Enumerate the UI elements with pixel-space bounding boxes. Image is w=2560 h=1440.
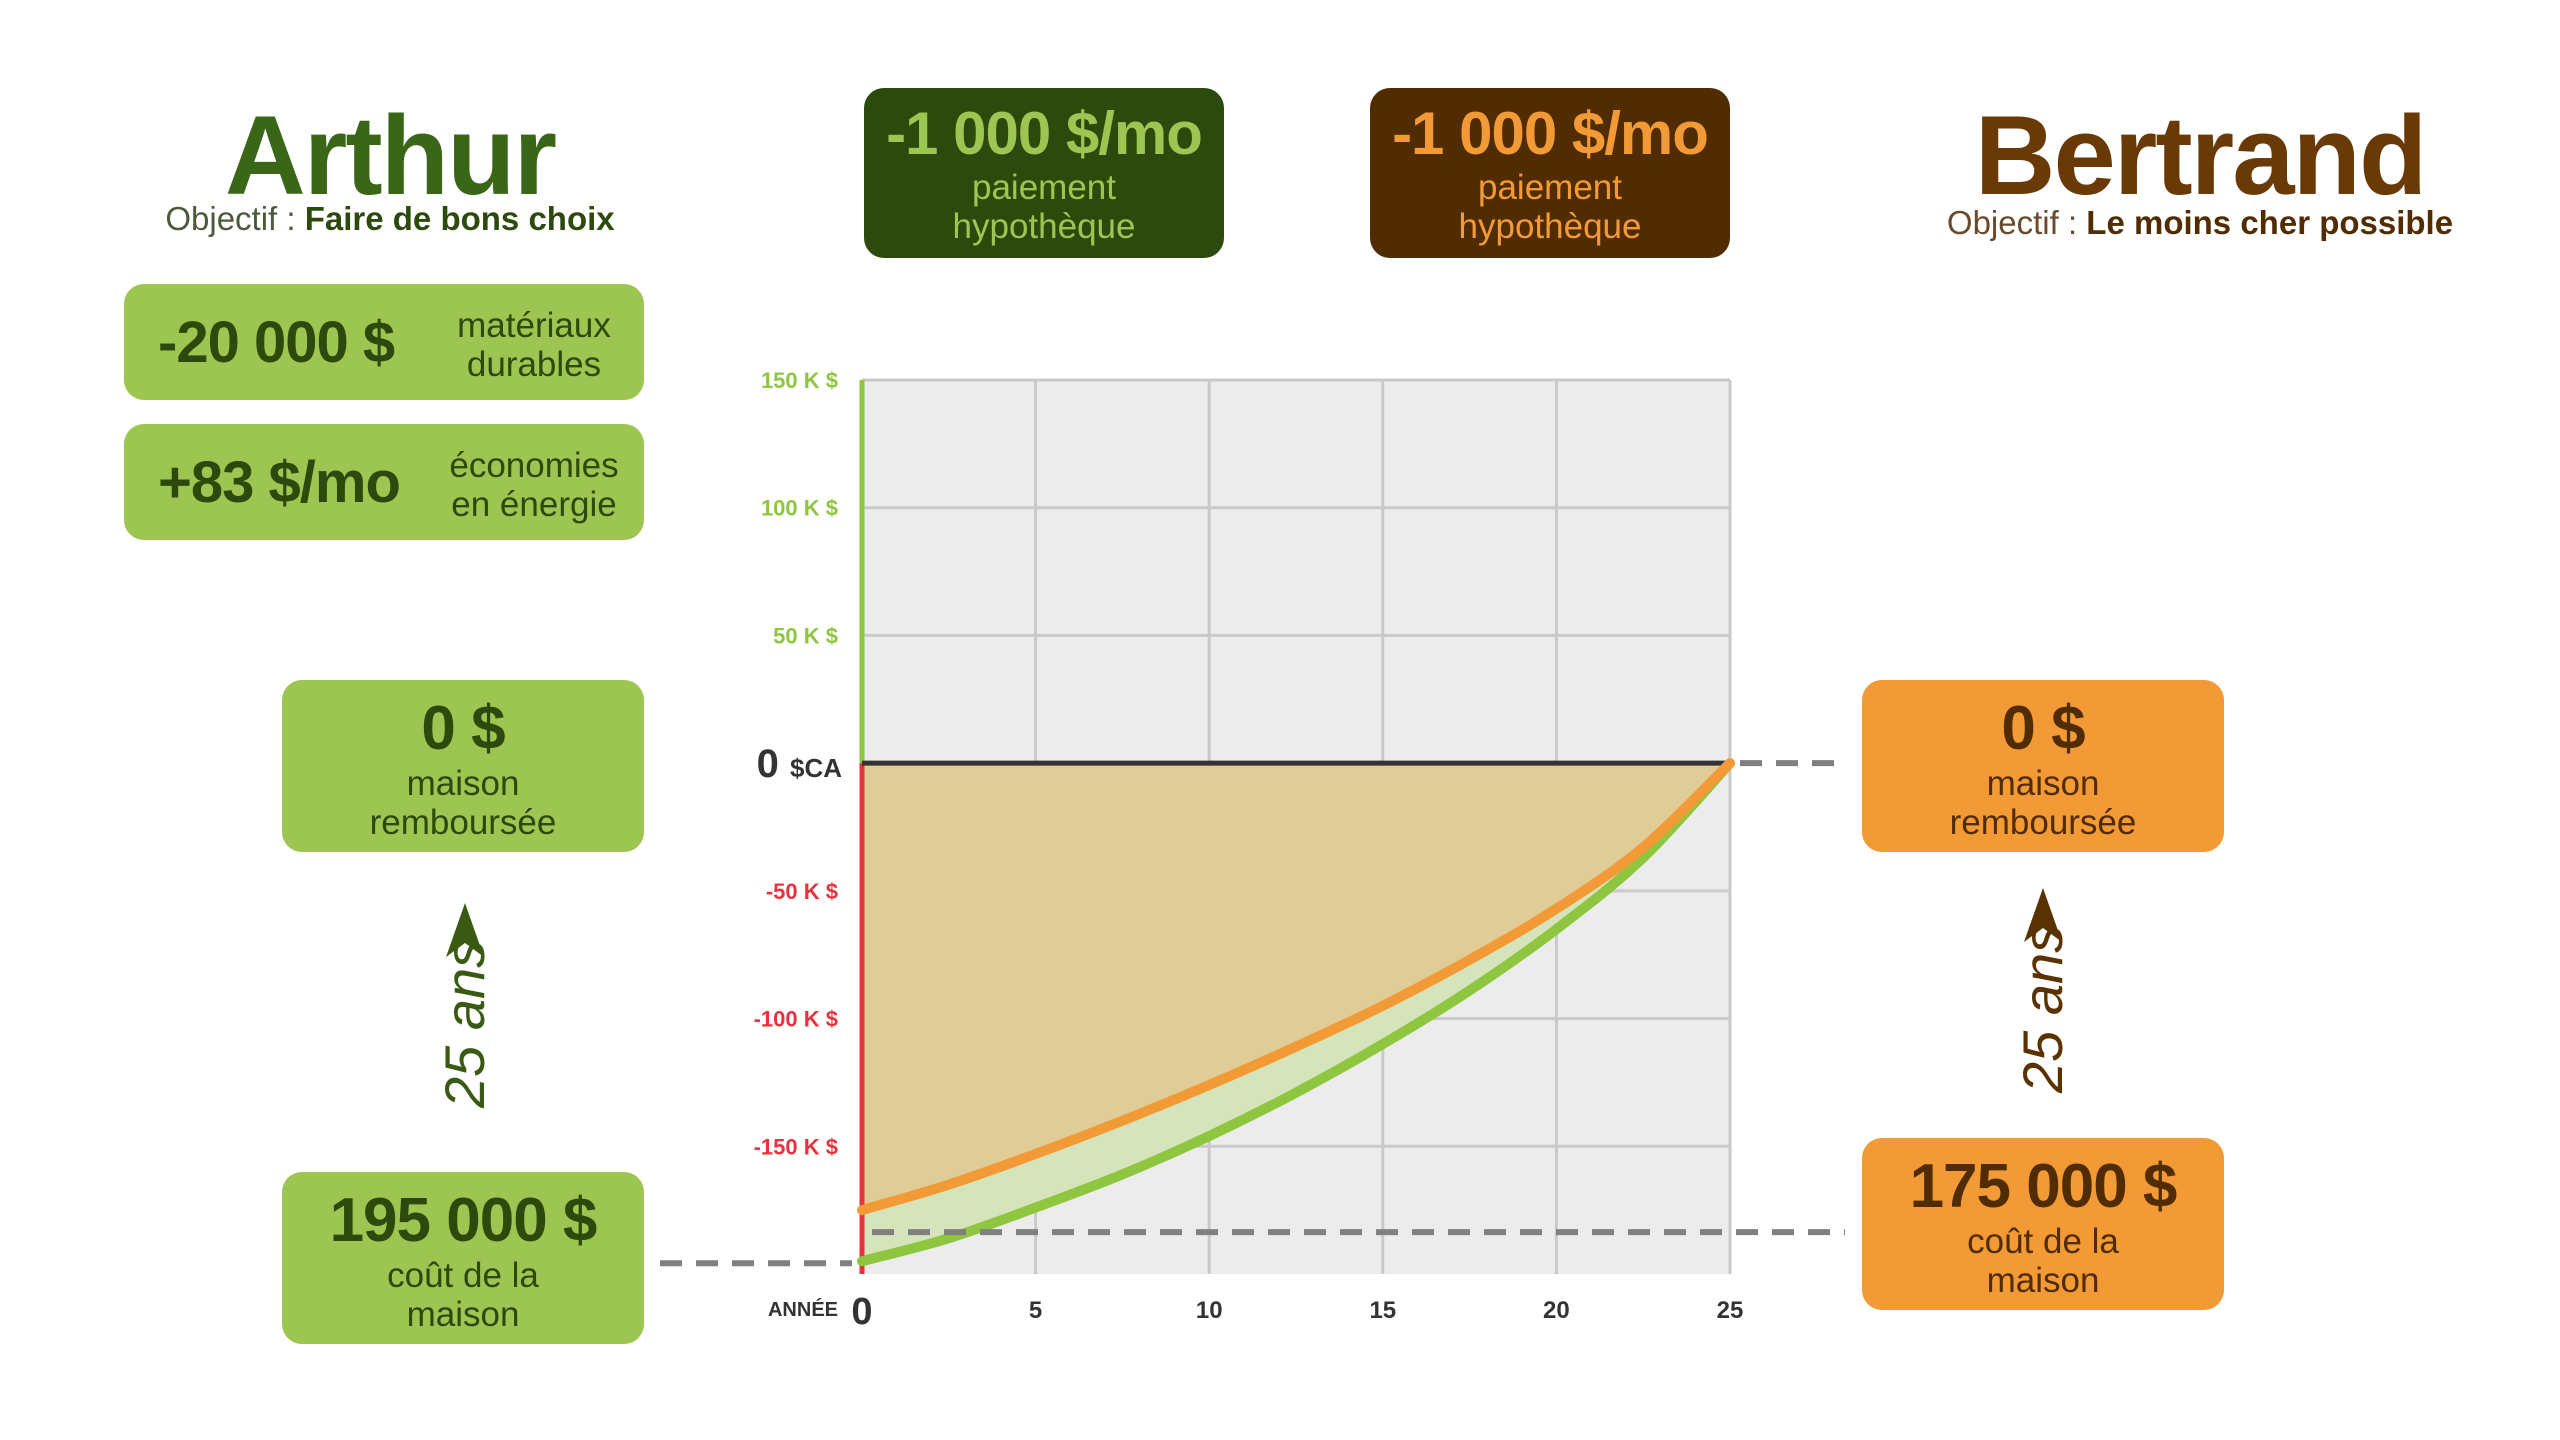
x-tick-label-15: 15 — [1369, 1297, 1396, 1324]
bertrand-payment-label-2: hypothèque — [1458, 207, 1642, 247]
x-tick-label-0: 0 — [851, 1291, 872, 1333]
bertrand-payment-label-1: paiement — [1478, 168, 1622, 207]
arthur-payment-label-2: hypothèque — [952, 207, 1136, 247]
bertrand-cost-value: 175 000 $ — [1909, 1152, 2178, 1221]
arthur-materials-box: -20 000 $ matériaux durables — [124, 284, 644, 400]
arthur-payment-box: -1 000 $/mo paiement hypothèque — [864, 88, 1224, 258]
arthur-cost-label-2: maison — [406, 1295, 520, 1335]
arthur-materials-label-1: matériaux — [457, 306, 611, 345]
y-tick-label-50000: 50 K $ — [773, 623, 838, 648]
bertrand-payment-box: -1 000 $/mo paiement hypothèque — [1370, 88, 1730, 258]
x-tick-label-25: 25 — [1717, 1297, 1744, 1324]
bertrand-cost-box: 175 000 $ coût de la maison — [1862, 1138, 2224, 1310]
y-tick-label-150000: 150 K $ — [761, 368, 838, 393]
bertrand-paid-value: 0 $ — [2001, 694, 2085, 763]
series-bertrand-line — [857, 758, 1735, 1216]
arthur-paid-label-1: maison — [406, 764, 520, 803]
arthur-paid-box: 0 $ maison remboursée — [282, 680, 644, 852]
x-tick-label-10: 10 — [1196, 1297, 1223, 1324]
y-tick-label-100000: 100 K $ — [761, 496, 838, 521]
arthur-arrow-up-icon — [446, 903, 484, 957]
x-tick-label-20: 20 — [1543, 1297, 1570, 1324]
arthur-savings-value: +83 $/mo — [158, 450, 401, 515]
bertrand-paid-label-2: remboursée — [1949, 803, 2137, 843]
y-unit-label: $CA — [790, 753, 842, 783]
x-tick-label-5: 5 — [1029, 1297, 1042, 1324]
arthur-savings-label-1: économies — [449, 446, 619, 485]
arthur-goal: Objectif : Faire de bons choix — [140, 202, 640, 235]
arthur-cost-value: 195 000 $ — [329, 1186, 598, 1255]
bertrand-goal-text: Le moins cher possible — [2086, 204, 2454, 241]
arthur-savings-label: économies en énergie — [424, 446, 644, 524]
arthur-paid-value: 0 $ — [421, 694, 505, 763]
arthur-title: Arthur — [224, 93, 557, 218]
arthur-cost-box: 195 000 $ coût de la maison — [282, 1172, 644, 1344]
arthur-savings-box: +83 $/mo économies en énergie — [124, 424, 644, 540]
x-axis-label: ANNÉE — [768, 1298, 838, 1321]
bertrand-payment-value: -1 000 $/mo — [1392, 100, 1709, 167]
arthur-materials-value: -20 000 $ — [158, 310, 395, 375]
bertrand-title: Bertrand — [1974, 93, 2428, 218]
arthur-cost-label-1: coût de la — [387, 1256, 539, 1295]
y-tick-label-0: 0 $CA — [757, 742, 843, 786]
bertrand-cost-label-2: maison — [1986, 1261, 2100, 1301]
y-tick-label--100000: -100 K $ — [754, 1007, 838, 1032]
area-difference — [862, 763, 1730, 1262]
arthur-paid-label-2: remboursée — [369, 803, 557, 843]
arthur-payment-label-1: paiement — [972, 168, 1116, 207]
bertrand-cost-label-1: coût de la — [1967, 1222, 2119, 1261]
y-tick-label--150000: -150 K $ — [754, 1134, 838, 1159]
arthur-materials-label: matériaux durables — [424, 306, 644, 384]
arthur-goal-text: Faire de bons choix — [304, 200, 615, 237]
arthur-goal-prefix: Objectif : — [165, 200, 296, 237]
y-tick-label--50000: -50 K $ — [766, 879, 838, 904]
arthur-payment-value: -1 000 $/mo — [886, 100, 1203, 167]
series-arthur-line — [857, 758, 1735, 1267]
bertrand-paid-box: 0 $ maison remboursée — [1862, 680, 2224, 852]
arthur-materials-label-2: durables — [466, 345, 602, 385]
bertrand-goal: Objectif : Le moins cher possible — [1900, 206, 2500, 239]
area-bertrand — [862, 763, 1730, 1211]
bertrand-goal-prefix: Objectif : — [1946, 204, 2078, 241]
arthur-savings-label-2: en énergie — [451, 485, 617, 525]
bertrand-paid-label-1: maison — [1986, 764, 2100, 803]
y-tick-zero-value: 0 — [757, 742, 790, 786]
bertrand-arrow-up-icon — [2024, 888, 2062, 942]
